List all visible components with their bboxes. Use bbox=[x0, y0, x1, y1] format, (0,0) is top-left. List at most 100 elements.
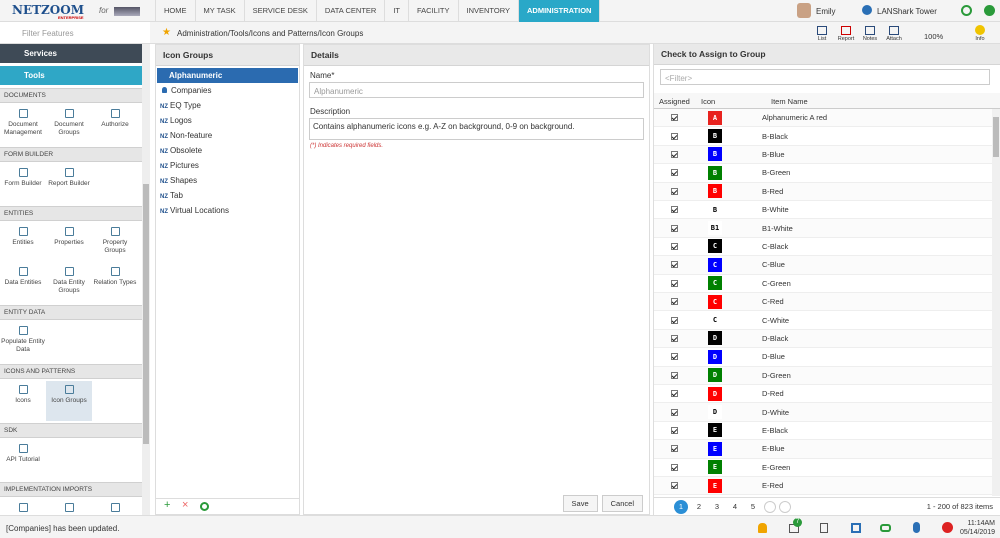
grid-row[interactable]: B B-Blue bbox=[654, 145, 993, 165]
group-item[interactable]: NZ Obsolete bbox=[157, 143, 298, 158]
grid-row[interactable]: B B-White bbox=[654, 201, 993, 220]
grid-row[interactable]: D D-Blue bbox=[654, 348, 993, 367]
feature-item[interactable]: Property Groups bbox=[92, 223, 138, 263]
assigned-checkbox[interactable] bbox=[671, 334, 678, 342]
column-title[interactable]: Assigned bbox=[659, 97, 690, 106]
assigned-checkbox[interactable] bbox=[671, 150, 678, 158]
nav-tab[interactable]: IT bbox=[385, 0, 409, 22]
menu-header[interactable]: Services bbox=[0, 44, 142, 63]
page-button[interactable]: 3 bbox=[714, 502, 720, 511]
grid-row[interactable]: D D-Red bbox=[654, 385, 993, 404]
menu-header[interactable]: Tools bbox=[0, 66, 142, 85]
toolbar-button[interactable]: List bbox=[810, 24, 834, 42]
grid-row[interactable]: B1 B1-White bbox=[654, 219, 993, 238]
grid-row[interactable]: C C-Black bbox=[654, 237, 993, 257]
column-title[interactable]: Icon bbox=[701, 97, 716, 106]
nav-tab[interactable]: HOME bbox=[156, 0, 196, 22]
column-title[interactable]: Item Name bbox=[771, 97, 808, 106]
zoom-level[interactable]: 100% bbox=[924, 32, 944, 41]
assigned-checkbox[interactable] bbox=[671, 298, 678, 306]
grid-row[interactable]: E E-Blue bbox=[654, 440, 993, 459]
assigned-checkbox[interactable] bbox=[671, 224, 678, 232]
nav-tab[interactable]: INVENTORY bbox=[459, 0, 519, 22]
group-item[interactable]: Companies bbox=[157, 83, 298, 98]
favorite-star[interactable]: ★ bbox=[162, 27, 171, 38]
group-item[interactable]: NZ Shapes bbox=[157, 173, 298, 188]
assigned-checkbox[interactable] bbox=[671, 261, 678, 269]
grid-row[interactable]: C C-White bbox=[654, 311, 993, 330]
toolbar-button[interactable]: Attach bbox=[882, 24, 906, 42]
user-name[interactable]: Emily bbox=[816, 7, 836, 16]
assigned-checkbox[interactable] bbox=[671, 426, 678, 434]
bell-icon[interactable] bbox=[758, 523, 767, 533]
group-item[interactable]: NZ Non-feature bbox=[157, 128, 298, 143]
feature-item[interactable]: Entities bbox=[0, 223, 46, 263]
help-icon[interactable] bbox=[984, 5, 995, 16]
feature-item[interactable]: Relation Types bbox=[92, 263, 138, 303]
grid-row[interactable]: D D-White bbox=[654, 403, 993, 422]
assigned-checkbox[interactable] bbox=[671, 114, 678, 122]
page-button[interactable]: 2 bbox=[696, 502, 702, 511]
doc-icon[interactable] bbox=[820, 523, 828, 533]
assigned-checkbox[interactable] bbox=[671, 353, 678, 361]
nav-tab[interactable]: FACILITY bbox=[409, 0, 459, 22]
pager-nav[interactable] bbox=[779, 500, 791, 513]
filter-input[interactable]: <Filter> bbox=[660, 69, 990, 85]
assigned-checkbox[interactable] bbox=[671, 371, 678, 379]
assigned-checkbox[interactable] bbox=[671, 482, 678, 490]
assigned-checkbox[interactable] bbox=[671, 169, 678, 177]
assigned-checkbox[interactable] bbox=[671, 206, 678, 214]
toolbar-button[interactable]: Report bbox=[834, 24, 858, 42]
assigned-checkbox[interactable] bbox=[671, 242, 678, 250]
feature-item[interactable]: Icon Groups bbox=[46, 381, 92, 421]
feature-item[interactable]: Properties bbox=[46, 223, 92, 263]
grid-row[interactable]: A Alphanumeric A red bbox=[654, 109, 993, 128]
grid-row[interactable]: E E-Red bbox=[654, 477, 993, 496]
grid-row[interactable]: B B-Black bbox=[654, 127, 993, 146]
grid-row[interactable]: C C-Blue bbox=[654, 256, 993, 275]
page-button[interactable]: 5 bbox=[750, 502, 756, 511]
grid-row[interactable]: C C-Green bbox=[654, 274, 993, 293]
name-input[interactable]: Alphanumeric bbox=[309, 82, 644, 98]
page-button[interactable]: 1 bbox=[674, 499, 688, 514]
mouse-icon[interactable] bbox=[913, 522, 920, 533]
assigned-checkbox[interactable] bbox=[671, 187, 678, 195]
assigned-checkbox[interactable] bbox=[671, 463, 678, 471]
feature-item[interactable]: Data Entity Groups bbox=[46, 263, 92, 303]
info-button[interactable]: Info bbox=[968, 24, 992, 42]
window-icon[interactable] bbox=[851, 523, 861, 533]
grid-row[interactable]: D D-Green bbox=[654, 366, 993, 385]
nav-tab[interactable]: SERVICE DESK bbox=[245, 0, 317, 22]
assigned-checkbox[interactable] bbox=[671, 132, 678, 140]
form-button[interactable]: Save bbox=[562, 495, 598, 512]
filter-features[interactable]: Filter Features bbox=[0, 22, 150, 44]
feature-item[interactable]: Document Groups bbox=[46, 105, 92, 145]
group-item[interactable]: NZ EQ Type bbox=[157, 98, 298, 113]
feature-item[interactable]: API Tutorial bbox=[0, 440, 46, 480]
grid-row[interactable]: E E-Green bbox=[654, 458, 993, 477]
grid-row[interactable]: B B-Green bbox=[654, 164, 993, 183]
sync-icon[interactable] bbox=[880, 524, 891, 532]
page-button[interactable]: 4 bbox=[732, 502, 738, 511]
pager-nav[interactable] bbox=[764, 500, 776, 513]
grid-row[interactable]: E E-Black bbox=[654, 421, 993, 441]
feature-item[interactable]: Data Entities bbox=[0, 263, 46, 303]
feature-item[interactable]: Data Center Imports bbox=[46, 499, 92, 515]
form-button[interactable]: Cancel bbox=[601, 495, 643, 512]
group-item[interactable]: NZ Tab bbox=[157, 188, 298, 203]
refresh-button[interactable] bbox=[200, 502, 209, 511]
delete-button[interactable]: × bbox=[182, 499, 189, 511]
feature-item[interactable]: Report Builder bbox=[46, 164, 92, 204]
grid-row[interactable]: C C-Red bbox=[654, 293, 993, 312]
description-input[interactable]: Contains alphanumeric icons e.g. A-Z on … bbox=[309, 118, 644, 140]
grid-row[interactable]: D D-Black bbox=[654, 329, 993, 349]
power-icon[interactable] bbox=[942, 522, 953, 533]
refresh-icon[interactable] bbox=[961, 5, 972, 16]
toolbar-button[interactable]: Notes bbox=[858, 24, 882, 42]
feature-item[interactable]: Form Builder bbox=[0, 164, 46, 204]
nav-tab[interactable]: ADMINISTRATION bbox=[519, 0, 601, 22]
group-item[interactable]: Alphanumeric bbox=[157, 68, 298, 83]
group-item[interactable]: NZ Virtual Locations bbox=[157, 203, 298, 218]
feature-item[interactable]: Icons bbox=[0, 381, 46, 421]
assigned-checkbox[interactable] bbox=[671, 408, 678, 416]
